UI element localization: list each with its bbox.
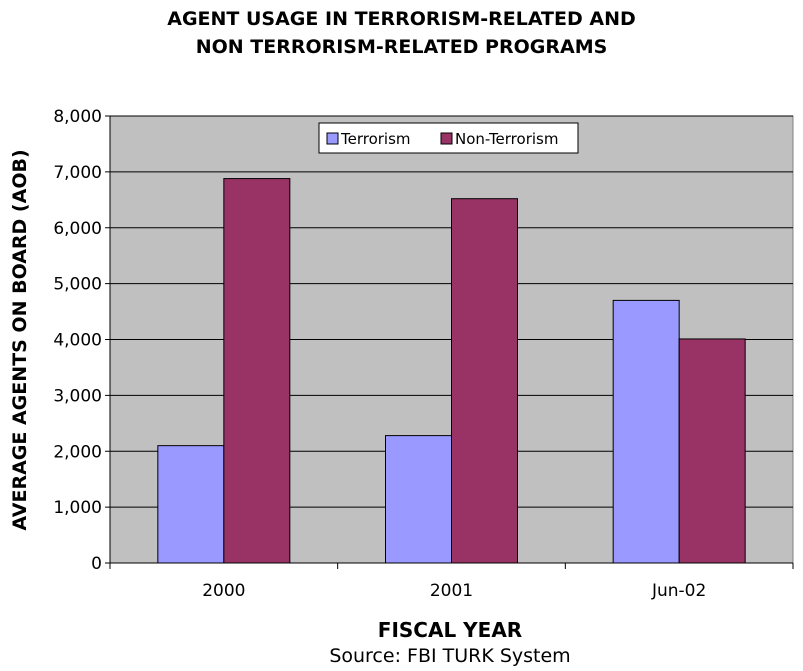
bar-non-terrorism-0 [223,178,291,564]
bar-non-terrorism-2 [678,338,746,564]
legend-label-non-terrorism: Non-Terrorism [455,130,558,148]
bar-terrorism-2 [612,299,680,564]
bar-non-terrorism-1 [451,198,518,564]
chart-title-line-2: NON TERRORISM-RELATED PROGRAMS [195,36,608,58]
source-note: Source: FBI TURK System [329,645,571,667]
y-tick-label-7: 7,000 [53,163,102,183]
y-tick-label-0: 0 [91,554,102,574]
y-tick-label-8: 8,000 [53,107,102,127]
y-tick-label-2: 2,000 [53,442,102,462]
x-axis-label: FISCAL YEAR [377,618,523,642]
x-tick-label-2: Jun-02 [651,581,706,601]
legend-swatch-non-terrorism [440,132,453,145]
y-tick-label-4: 4,000 [53,331,102,351]
x-tick-label-1: 2001 [430,581,473,601]
legend-swatch-terrorism [326,132,339,145]
bar-terrorism-1 [385,435,452,564]
chart-title-line-1: AGENT USAGE IN TERRORISM-RELATED AND [167,8,636,30]
y-tick-label-3: 3,000 [53,386,102,406]
y-tick-label-6: 6,000 [53,219,102,239]
y-tick-label-5: 5,000 [53,275,102,295]
bar-terrorism-0 [157,445,225,564]
y-tick-label-1: 1,000 [53,498,102,518]
legend-label-terrorism: Terrorism [340,130,411,148]
x-tick-label-0: 2000 [202,581,245,601]
